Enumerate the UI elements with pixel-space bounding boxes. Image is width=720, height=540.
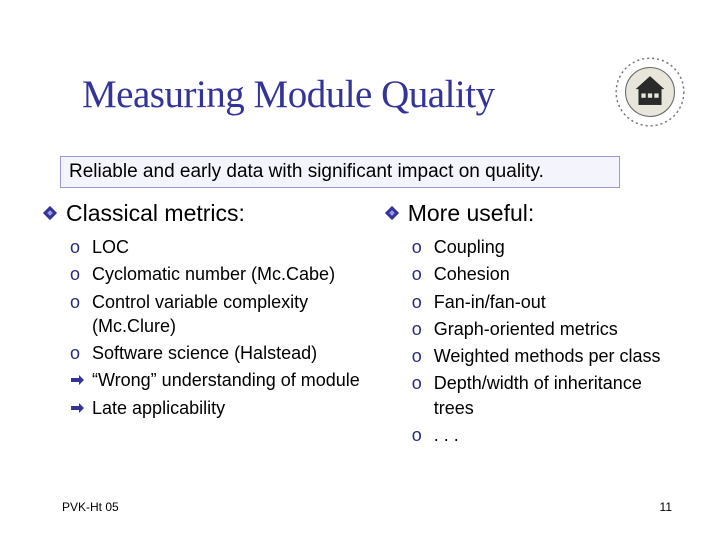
left-column: Classical metrics: o LOC o Cyclomatic numbe… (42, 200, 372, 450)
list-item-text: Depth/width of inheritance trees (434, 371, 682, 420)
list-item-text: Software science (Halstead) (92, 341, 317, 365)
right-heading: More useful: (384, 200, 682, 227)
footer-left: PVK-Ht 05 (62, 500, 119, 514)
diamond-bullet-icon (384, 205, 400, 221)
circle-bullet-icon: o (412, 235, 426, 259)
list-item: o Fan-in/fan-out (412, 290, 682, 314)
slide: Measuring Module Quality Reliable and ea… (0, 0, 720, 540)
list-item: “Wrong” understanding of module (70, 368, 372, 392)
list-item: o Cyclomatic number (Mc.Cabe) (70, 262, 372, 286)
list-item-text: LOC (92, 235, 129, 259)
list-item: o Depth/width of inheritance trees (412, 371, 682, 420)
list-item: o Control variable complexity (Mc.Clure) (70, 290, 372, 339)
circle-bullet-icon: o (412, 317, 426, 341)
arrow-bullet-icon (70, 371, 84, 385)
list-item: Late applicability (70, 396, 372, 420)
diamond-bullet-icon (42, 205, 58, 221)
left-items-list: o LOC o Cyclomatic number (Mc.Cabe) o Control… (42, 235, 372, 420)
left-heading: Classical metrics: (42, 200, 372, 227)
left-heading-text: Classical metrics: (66, 200, 245, 227)
circle-bullet-icon: o (70, 290, 84, 314)
circle-bullet-icon: o (412, 262, 426, 286)
circle-bullet-icon: o (70, 341, 84, 365)
right-heading-text: More useful: (408, 200, 535, 227)
list-item: o LOC (70, 235, 372, 259)
list-item: o . . . (412, 423, 682, 447)
list-item-text: Fan-in/fan-out (434, 290, 546, 314)
content-columns: Classical metrics: o LOC o Cyclomatic numbe… (42, 200, 682, 450)
list-item-text: Late applicability (92, 396, 225, 420)
circle-bullet-icon: o (70, 262, 84, 286)
right-items-list: o Coupling o Cohesion o Fan-in/fan-out o Graph-… (384, 235, 682, 447)
list-item-text: Cohesion (434, 262, 510, 286)
list-item-text: Control variable complexity (Mc.Clure) (92, 290, 372, 339)
circle-bullet-icon: o (412, 344, 426, 368)
circle-bullet-icon: o (412, 290, 426, 314)
list-item-text: Cyclomatic number (Mc.Cabe) (92, 262, 335, 286)
right-column: More useful: o Coupling o Cohesion o Fan-in/f… (384, 200, 682, 450)
circle-bullet-icon: o (412, 371, 426, 395)
list-item: o Software science (Halstead) (70, 341, 372, 365)
list-item: o Cohesion (412, 262, 682, 286)
circle-bullet-icon: o (70, 235, 84, 259)
list-item-text: Coupling (434, 235, 505, 259)
list-item-text: “Wrong” understanding of module (92, 368, 360, 392)
footer-right: 11 (660, 500, 672, 514)
list-item-text: Graph-oriented metrics (434, 317, 618, 341)
subtitle-text: Reliable and early data with significant… (69, 161, 544, 182)
arrow-bullet-icon (70, 399, 84, 413)
university-logo (614, 56, 686, 128)
slide-title: Measuring Module Quality (82, 72, 495, 117)
circle-bullet-icon: o (412, 423, 426, 447)
list-item-text: . . . (434, 423, 459, 447)
subtitle-box: Reliable and early data with significant… (60, 156, 620, 188)
list-item: o Coupling (412, 235, 682, 259)
list-item-text: Weighted methods per class (434, 344, 661, 368)
list-item: o Graph-oriented metrics (412, 317, 682, 341)
list-item: o Weighted methods per class (412, 344, 682, 368)
